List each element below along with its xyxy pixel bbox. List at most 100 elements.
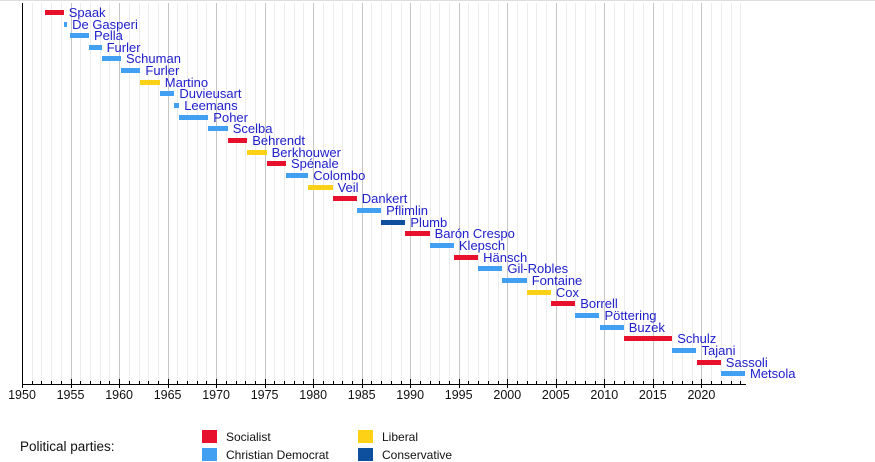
gridline-1951 bbox=[31, 3, 33, 384]
gridline-1975 bbox=[264, 3, 266, 384]
president-label: Poher bbox=[213, 109, 248, 125]
x-tick-label: 1975 bbox=[250, 388, 279, 402]
legend-item-socialist: Socialist bbox=[202, 428, 271, 444]
x-tick-1964 bbox=[157, 381, 159, 384]
x-tick-1977 bbox=[284, 381, 285, 384]
gridline-1981 bbox=[322, 3, 324, 384]
gridline-1983 bbox=[342, 3, 344, 384]
legend-item-christian-democrat: Christian Democrat bbox=[202, 446, 329, 462]
x-tick-1952 bbox=[41, 381, 43, 384]
x-tick-1994 bbox=[449, 381, 450, 384]
president-bar bbox=[405, 231, 430, 237]
gridline-1957 bbox=[89, 3, 91, 384]
legend-item-conservative: Conservative bbox=[358, 446, 453, 462]
gridline-2001 bbox=[517, 3, 518, 384]
x-tick-label: 1960 bbox=[105, 388, 133, 402]
x-tick-2012 bbox=[623, 381, 625, 384]
gridline-1969 bbox=[206, 3, 208, 384]
president-label: Pflimlin bbox=[386, 203, 428, 218]
x-tick-1984 bbox=[352, 381, 353, 384]
president-bar bbox=[720, 371, 746, 377]
x-tick-2006 bbox=[565, 381, 567, 384]
gridline-2003 bbox=[536, 3, 538, 384]
x-tick-2008 bbox=[584, 381, 586, 384]
president-label: Cox bbox=[555, 284, 580, 300]
x-tick-1969 bbox=[206, 381, 208, 384]
president-bar bbox=[308, 184, 333, 190]
gridline-2018 bbox=[681, 3, 683, 384]
x-axis bbox=[22, 384, 746, 385]
president-label: Sassoli bbox=[725, 354, 768, 370]
x-tick-1956 bbox=[80, 381, 82, 384]
x-tick-1991 bbox=[419, 381, 421, 384]
x-tick-label: 1950 bbox=[8, 388, 36, 402]
gridline-1952 bbox=[41, 3, 43, 384]
gridline-1959 bbox=[109, 3, 111, 384]
gridline-1965 bbox=[167, 3, 169, 384]
president-bar bbox=[69, 33, 89, 39]
gridline-1986 bbox=[371, 3, 373, 384]
x-tick-1980 bbox=[313, 379, 315, 388]
president-label: Schuman bbox=[126, 51, 181, 67]
president-bar bbox=[286, 173, 309, 178]
gridline-2013 bbox=[633, 3, 635, 384]
x-tick-1976 bbox=[274, 381, 276, 384]
x-tick-2016 bbox=[662, 381, 664, 384]
gridline-1971 bbox=[225, 3, 227, 384]
legend-label-conservative: Conservative bbox=[382, 447, 453, 462]
x-tick-1982 bbox=[332, 381, 334, 384]
president-label: Berkhouwer bbox=[271, 144, 341, 160]
legend-item-liberal: Liberal bbox=[358, 428, 418, 444]
gridline-1992 bbox=[429, 3, 431, 384]
president-label: Metsola bbox=[750, 366, 796, 382]
x-tick-2010 bbox=[604, 379, 606, 388]
x-tick-1975 bbox=[264, 379, 266, 388]
gridline-2004 bbox=[546, 3, 548, 384]
gridline-1976 bbox=[274, 3, 276, 384]
x-tick-1966 bbox=[177, 381, 179, 384]
president-label: Spénale bbox=[291, 156, 339, 172]
x-tick-1992 bbox=[429, 381, 431, 384]
president-bar bbox=[247, 149, 267, 155]
president-label: Furler bbox=[106, 39, 141, 55]
x-tick-label: 1965 bbox=[153, 388, 182, 402]
gridline-1961 bbox=[128, 3, 130, 384]
x-tick-1962 bbox=[138, 381, 140, 384]
socialist-swatch bbox=[202, 430, 217, 444]
x-tick-2015 bbox=[652, 379, 654, 388]
x-tick-1961 bbox=[128, 381, 130, 384]
president-label: Plumb bbox=[410, 214, 448, 230]
gridline-1972 bbox=[235, 3, 237, 384]
gridline-2014 bbox=[643, 3, 645, 384]
x-tick-1965 bbox=[167, 379, 169, 388]
conservative-swatch bbox=[358, 448, 373, 462]
gridline-1999 bbox=[497, 3, 499, 384]
legend-label-socialist: Socialist bbox=[226, 429, 271, 444]
x-tick-1953 bbox=[51, 381, 53, 384]
president-label: Veil bbox=[337, 179, 359, 195]
x-tick-1958 bbox=[99, 381, 101, 384]
gridline-1966 bbox=[177, 3, 179, 384]
president-label: Martino bbox=[164, 74, 209, 90]
gridline-1954 bbox=[60, 3, 62, 384]
gridline-1973 bbox=[245, 3, 247, 384]
president-label: Pella bbox=[94, 28, 123, 44]
x-tick-label: 1990 bbox=[396, 388, 425, 402]
x-tick-1968 bbox=[196, 381, 198, 384]
gridline-1991 bbox=[419, 3, 421, 384]
x-tick-1985 bbox=[361, 379, 363, 388]
x-tick-2003 bbox=[536, 381, 538, 384]
x-tick-1987 bbox=[381, 381, 383, 384]
x-tick-1972 bbox=[235, 381, 237, 384]
x-tick-2020 bbox=[701, 379, 703, 388]
president-bar bbox=[174, 103, 180, 109]
x-tick-1981 bbox=[322, 381, 324, 384]
president-bar bbox=[623, 336, 673, 342]
president-bar bbox=[89, 44, 102, 50]
president-label: Pöttering bbox=[604, 308, 657, 323]
president-label: Dankert bbox=[361, 191, 408, 207]
gridline-2016 bbox=[662, 3, 664, 384]
gridline-1984 bbox=[352, 3, 353, 384]
gridline-2010 bbox=[604, 3, 606, 384]
